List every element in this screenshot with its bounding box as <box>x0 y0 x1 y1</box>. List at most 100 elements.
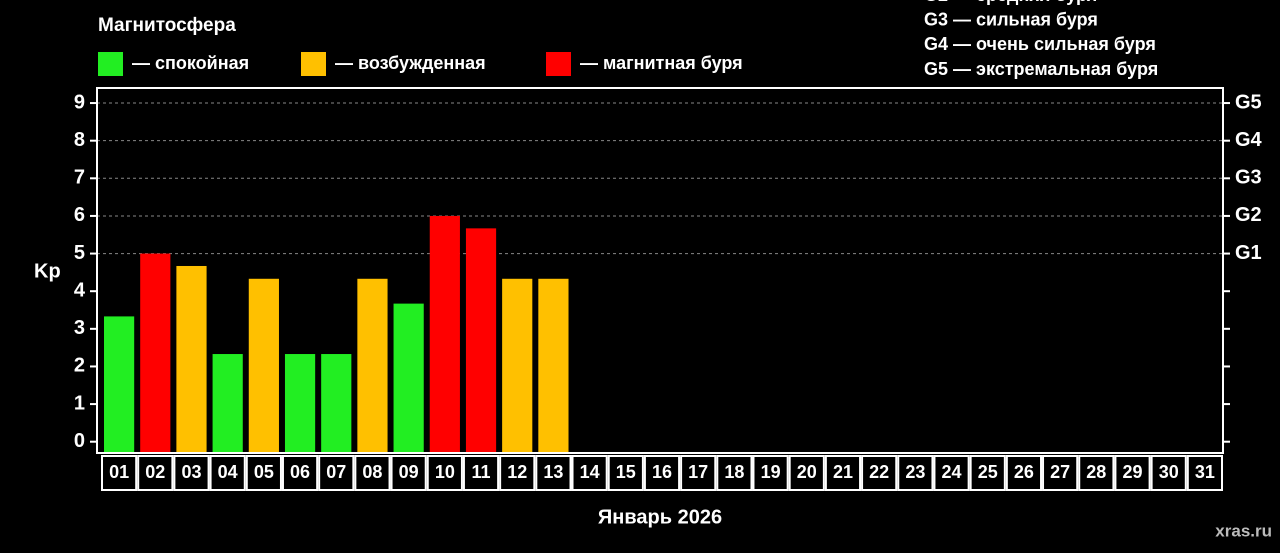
x-tick-label: 10 <box>435 462 455 482</box>
x-tick-label: 01 <box>109 462 129 482</box>
legend-swatch <box>98 52 123 76</box>
x-tick-label: 29 <box>1123 462 1143 482</box>
y2-tick-label: G3 <box>1235 167 1262 189</box>
x-tick-label: 12 <box>507 462 527 482</box>
x-tick-label: 17 <box>688 462 708 482</box>
x-tick-label: 21 <box>833 462 853 482</box>
bar <box>393 303 424 453</box>
bar <box>176 265 207 453</box>
legend-label: — возбужденная <box>335 53 486 73</box>
x-label-box <box>318 455 355 491</box>
x-label-box <box>969 455 1006 491</box>
x-label-box <box>861 455 898 491</box>
x-label-box <box>643 455 681 491</box>
x-label-box <box>390 455 427 491</box>
x-label-box <box>426 455 463 491</box>
y2-tick-label: G4 <box>1235 129 1263 151</box>
x-tick-label: 18 <box>724 462 744 482</box>
x-label-box <box>1042 455 1079 491</box>
x-tick-label: 31 <box>1195 462 1215 482</box>
y-tick-label: 4 <box>74 279 86 301</box>
x-tick-label: 08 <box>362 462 382 482</box>
x-label-box <box>281 455 319 491</box>
x-tick-label: 26 <box>1014 462 1034 482</box>
y-tick-label: 3 <box>74 317 85 339</box>
x-tick-label: 07 <box>326 462 346 482</box>
x-tick-label: 13 <box>543 462 563 482</box>
bar <box>248 278 279 453</box>
scale-note: G2 — средняя буря <box>924 0 1097 5</box>
watermark: xras.ru <box>1215 521 1272 540</box>
plot-frame <box>96 87 1224 454</box>
x-tick-label: 20 <box>797 462 817 482</box>
x-label-box <box>716 455 753 491</box>
bar <box>357 278 388 453</box>
bar <box>321 354 352 453</box>
y-tick-label: 1 <box>74 392 85 414</box>
x-label-box <box>462 455 500 491</box>
bar <box>104 316 135 453</box>
bar <box>538 278 569 453</box>
y-tick-label: 5 <box>74 242 85 264</box>
legend-label: — спокойная <box>132 53 249 73</box>
x-label-box <box>354 455 391 491</box>
x-tick-label: 11 <box>472 462 491 482</box>
legend-swatch <box>301 52 326 76</box>
bar <box>502 278 533 453</box>
x-label-box <box>245 455 282 491</box>
x-label-box <box>209 455 246 491</box>
x-label-box <box>897 455 934 491</box>
x-tick-label: 14 <box>580 462 600 482</box>
x-label-box <box>788 455 825 491</box>
x-label-box <box>499 455 536 491</box>
x-label-box <box>1150 455 1187 491</box>
bar <box>140 253 171 453</box>
bar <box>465 228 497 453</box>
x-tick-label: 02 <box>145 462 165 482</box>
legend-label: — магнитная буря <box>580 53 743 73</box>
x-tick-label: 27 <box>1050 462 1070 482</box>
x-tick-label: 15 <box>616 462 636 482</box>
y2-tick-label: G2 <box>1235 204 1262 226</box>
x-label-box <box>535 455 572 491</box>
x-tick-label: 16 <box>652 462 672 482</box>
x-tick-label: 05 <box>254 462 274 482</box>
x-tick-label: 24 <box>942 462 962 482</box>
y-tick-label: 6 <box>74 204 85 226</box>
x-label-box <box>1114 455 1151 491</box>
y-tick-label: 8 <box>74 129 85 151</box>
y-tick-label: 9 <box>74 91 85 113</box>
x-tick-label: 22 <box>869 462 889 482</box>
x-label-box <box>1186 455 1223 491</box>
x-tick-label: 04 <box>218 462 238 482</box>
y2-tick-label: G5 <box>1235 91 1262 113</box>
x-tick-label: 28 <box>1086 462 1106 482</box>
y-axis-label: Kp <box>34 260 61 282</box>
x-tick-label: 03 <box>181 462 201 482</box>
bar <box>284 354 316 453</box>
x-label-box <box>824 455 862 491</box>
y-tick-label: 7 <box>74 167 85 189</box>
x-tick-label: 06 <box>290 462 310 482</box>
x-label-box <box>752 455 789 491</box>
x-label-box <box>1005 455 1043 491</box>
scale-note: G5 — экстремальная буря <box>924 59 1158 79</box>
legend-swatch <box>546 52 571 76</box>
x-label-box <box>137 455 174 491</box>
x-label-box <box>173 455 210 491</box>
x-label-box <box>933 455 970 491</box>
scale-note: G4 — очень сильная буря <box>924 34 1156 54</box>
x-label-box <box>607 455 644 491</box>
y-tick-label: 0 <box>74 430 85 452</box>
x-tick-label: 09 <box>399 462 419 482</box>
y-tick-label: 2 <box>74 355 85 377</box>
x-tick-label: 25 <box>978 462 998 482</box>
legend-title: Магнитосфера <box>98 15 236 36</box>
x-tick-label: 19 <box>761 462 781 482</box>
x-label-box <box>571 455 608 491</box>
bar <box>429 215 460 453</box>
x-tick-label: 30 <box>1159 462 1179 482</box>
x-axis-label: Январь 2026 <box>598 506 722 528</box>
x-label-box <box>101 455 138 491</box>
